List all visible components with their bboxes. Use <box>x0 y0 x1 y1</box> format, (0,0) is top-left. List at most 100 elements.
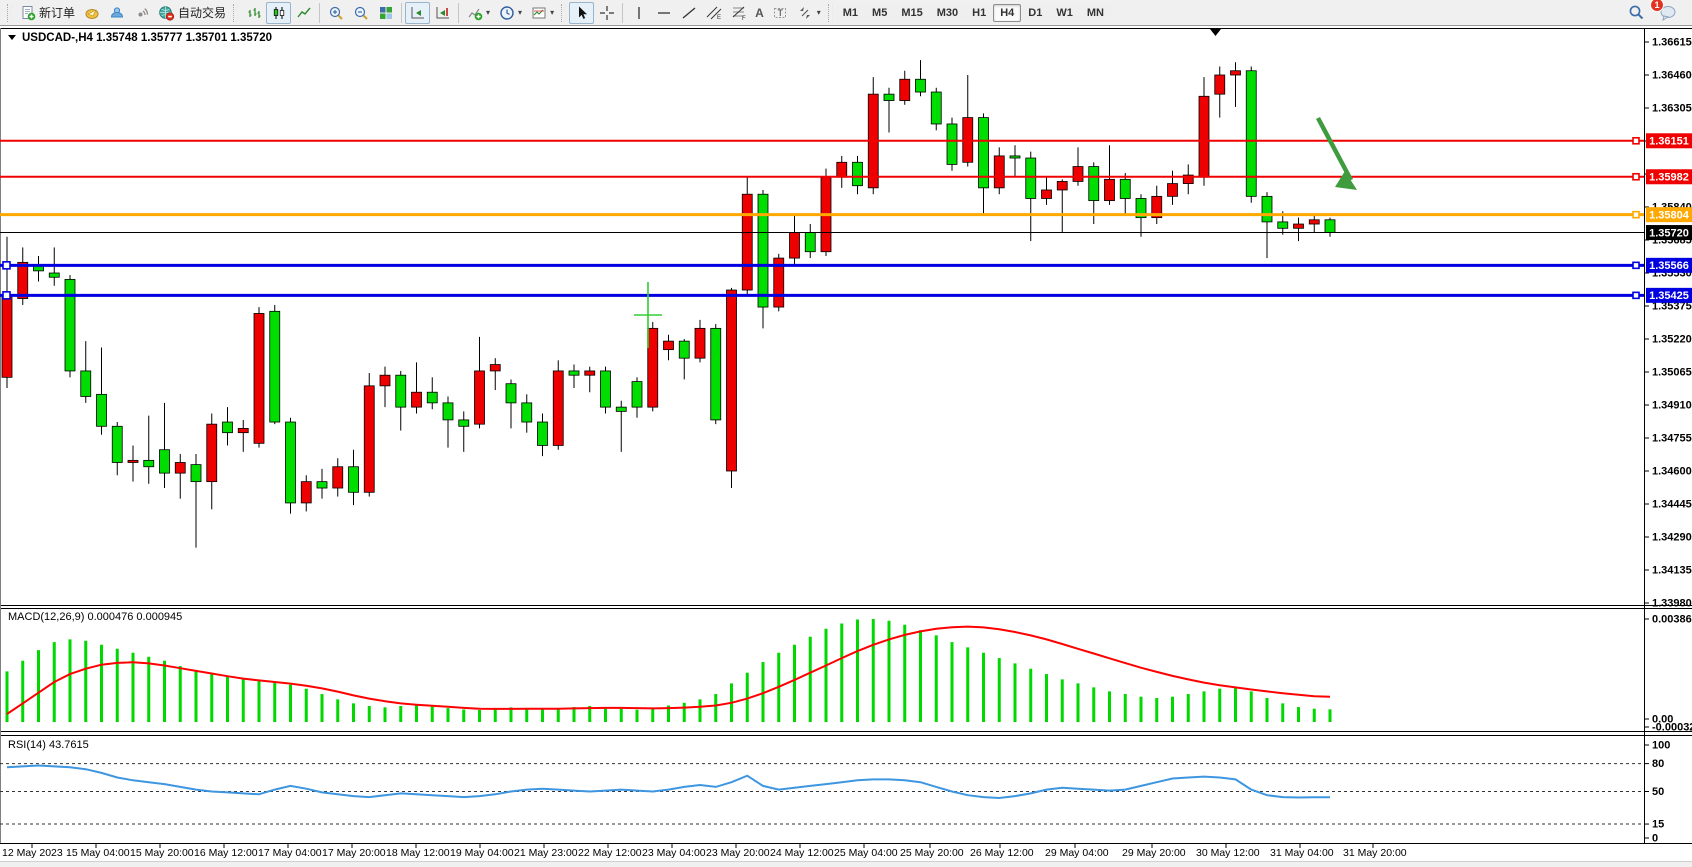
down-candle <box>505 383 517 404</box>
line-price-tag: 1.35982 <box>1646 169 1692 185</box>
chat-unread-badge: 1 <box>1650 0 1664 12</box>
chart-background <box>0 26 1692 866</box>
down-candle <box>600 370 611 408</box>
template-icon <box>530 4 547 21</box>
line-chart-icon <box>295 4 312 21</box>
timeframe-m30[interactable]: M30 <box>929 3 966 22</box>
arrows-tool-button[interactable]: ▾ <box>793 2 825 24</box>
timeframe-m15[interactable]: M15 <box>894 3 930 22</box>
up-candle <box>836 161 848 178</box>
hline-objects-layer <box>0 136 1644 300</box>
svg-text:1.35566: 1.35566 <box>1649 260 1689 272</box>
up-candle <box>741 193 753 291</box>
timeframe-h4[interactable]: H4 <box>993 3 1022 22</box>
arrows-icon <box>797 4 814 21</box>
vertical-line-tool-button[interactable] <box>626 2 651 24</box>
down-candle <box>757 193 769 308</box>
channel-tool-button[interactable]: E <box>701 2 726 24</box>
green-cross-annotation[interactable] <box>634 282 662 348</box>
time-tick-label: 17 May 04:00 <box>258 847 322 859</box>
svg-text:1.35804: 1.35804 <box>1649 209 1690 221</box>
up-candle <box>237 428 249 434</box>
cursor-tool-button[interactable] <box>569 1 595 24</box>
macd-scale-label: -0.000323 <box>1652 722 1692 734</box>
new-order-button[interactable]: 新订单 <box>15 2 79 24</box>
trendline-tool-button[interactable] <box>676 2 701 24</box>
indicators-icon <box>466 4 483 21</box>
up-candle <box>1198 95 1210 178</box>
periods-button[interactable]: ▾ <box>494 2 526 24</box>
new-order-label: 新订单 <box>39 6 76 20</box>
fibonacci-tool-button[interactable]: F <box>726 2 751 24</box>
bar-chart-mode-button[interactable] <box>241 2 266 24</box>
toolbar-grip[interactable] <box>7 3 12 22</box>
down-candle <box>222 421 233 434</box>
green-arrow-head <box>1335 171 1357 190</box>
down-candle <box>143 459 155 468</box>
up-candle <box>1230 70 1241 76</box>
search-button[interactable] <box>1624 2 1649 24</box>
down-candle <box>1088 166 1100 202</box>
time-axis[interactable]: 12 May 2023 15 May 04:00 15 May 20:00 16 Ma… <box>2 843 1407 859</box>
autotrading-button[interactable]: 自动交易 <box>154 2 230 24</box>
up-candle <box>1104 178 1115 202</box>
indicators-button[interactable]: ▾ <box>462 2 494 24</box>
community-button[interactable] <box>104 2 129 24</box>
crosshair-tool-button[interactable] <box>594 2 619 24</box>
svg-text:1.35425: 1.35425 <box>1649 290 1689 302</box>
text-label-tool-button[interactable]: T <box>768 2 793 24</box>
down-candle <box>1135 198 1147 219</box>
chat-button[interactable]: 1 <box>1650 0 1680 24</box>
timeframe-h1[interactable]: H1 <box>965 3 994 22</box>
price-tick-label: 1.36305 <box>1652 103 1692 115</box>
line-chart-mode-button[interactable] <box>291 2 316 24</box>
market-watch-button[interactable] <box>79 2 104 24</box>
down-candle <box>1324 219 1336 233</box>
auto-scroll-button[interactable] <box>405 1 431 24</box>
line-handle <box>1632 210 1640 219</box>
down-candle <box>978 117 989 189</box>
time-tick-label: 17 May 20:00 <box>322 847 386 859</box>
up-candle <box>411 391 422 408</box>
signals-button[interactable] <box>129 2 154 24</box>
price-tick-label: 1.34290 <box>1652 532 1692 544</box>
down-candle <box>568 370 580 376</box>
timeframe-d1[interactable]: D1 <box>1021 3 1050 22</box>
green-arrow-annotation[interactable] <box>1316 116 1353 182</box>
toolbar-grip[interactable] <box>827 3 833 22</box>
shift-marker-icon <box>1210 29 1221 36</box>
line-price-tag: 1.35425 <box>1646 287 1692 303</box>
status-bar <box>0 861 1692 867</box>
timeframe-m1[interactable]: M1 <box>835 3 866 22</box>
price-tick-label: 1.35065 <box>1652 367 1692 379</box>
toolbar-grip[interactable] <box>561 3 567 22</box>
line-price-tag: 1.35804 <box>1646 207 1692 223</box>
templates-button[interactable]: ▾ <box>526 2 558 24</box>
up-candle <box>1072 166 1084 182</box>
macd-signal-line <box>6 625 1331 715</box>
timeframe-mn[interactable]: MN <box>1079 3 1111 22</box>
down-candle <box>269 310 281 423</box>
down-candle <box>48 272 60 278</box>
text-tool-button[interactable]: A <box>751 2 768 24</box>
line-price-tag: 1.35566 <box>1646 257 1692 273</box>
equidistant-channel-icon: E <box>705 4 722 21</box>
autotrading-label: 自动交易 <box>178 6 227 20</box>
zoom-out-button[interactable] <box>348 2 373 24</box>
chart-shift-button[interactable] <box>430 2 455 24</box>
toolbar-grip[interactable] <box>233 3 239 22</box>
tile-windows-button[interactable] <box>373 2 398 24</box>
candlestick-mode-button[interactable] <box>266 1 292 24</box>
up-candle <box>253 313 265 444</box>
timeframe-w1[interactable]: W1 <box>1049 3 1080 22</box>
down-candle <box>426 391 438 404</box>
current-price-tag: 1.35720 <box>1646 225 1692 241</box>
svg-text:1.36151: 1.36151 <box>1649 136 1689 148</box>
fibonacci-icon: F <box>730 4 747 21</box>
zoom-in-button[interactable] <box>323 2 348 24</box>
horizontal-line-tool-button[interactable] <box>651 2 676 24</box>
down-candle <box>458 419 470 427</box>
timeframe-m5[interactable]: M5 <box>865 3 895 22</box>
down-candle <box>1245 70 1257 197</box>
